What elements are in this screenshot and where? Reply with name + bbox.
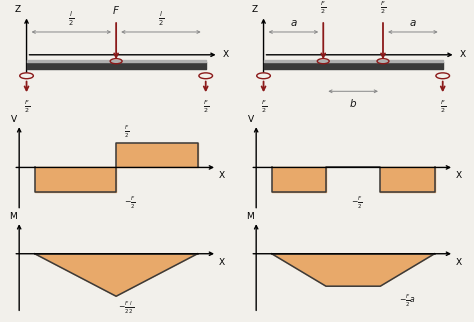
Text: $\frac{l}{2}$: $\frac{l}{2}$ bbox=[68, 10, 74, 28]
Text: $-\frac{F}{2}a$: $-\frac{F}{2}a$ bbox=[399, 292, 416, 308]
Polygon shape bbox=[272, 254, 435, 286]
Polygon shape bbox=[35, 254, 198, 296]
Text: Z: Z bbox=[15, 5, 21, 14]
Text: $b$: $b$ bbox=[349, 97, 357, 109]
Text: V: V bbox=[11, 115, 17, 124]
Text: $\frac{l}{2}$: $\frac{l}{2}$ bbox=[158, 10, 164, 28]
Text: X: X bbox=[456, 171, 462, 180]
Text: $a$: $a$ bbox=[290, 18, 297, 28]
Text: X: X bbox=[219, 258, 225, 267]
Text: $-\frac{F}{2}\frac{l}{2}$: $-\frac{F}{2}\frac{l}{2}$ bbox=[118, 300, 134, 316]
Text: $\frac{F}{2}$: $\frac{F}{2}$ bbox=[24, 99, 29, 115]
Text: $\frac{F}{2}$: $\frac{F}{2}$ bbox=[261, 99, 266, 115]
Text: $\frac{F}{2}$: $\frac{F}{2}$ bbox=[320, 0, 326, 16]
Text: V: V bbox=[248, 115, 254, 124]
Text: $\frac{F}{2}$: $\frac{F}{2}$ bbox=[440, 99, 446, 115]
Text: X: X bbox=[460, 50, 466, 59]
Text: $\frac{F}{2}$: $\frac{F}{2}$ bbox=[124, 124, 129, 140]
Text: $a$: $a$ bbox=[409, 18, 417, 28]
Text: $-\frac{F}{2}$: $-\frac{F}{2}$ bbox=[124, 195, 136, 211]
Text: X: X bbox=[223, 50, 229, 59]
Text: $F$: $F$ bbox=[112, 5, 120, 16]
Text: M: M bbox=[9, 212, 17, 221]
Text: X: X bbox=[219, 171, 225, 180]
Text: Z: Z bbox=[252, 5, 258, 14]
Text: M: M bbox=[246, 212, 254, 221]
Text: $-\frac{F}{2}$: $-\frac{F}{2}$ bbox=[351, 195, 363, 211]
Text: $\frac{F}{2}$: $\frac{F}{2}$ bbox=[203, 99, 209, 115]
Text: $\frac{F}{2}$: $\frac{F}{2}$ bbox=[380, 0, 386, 16]
Text: X: X bbox=[456, 258, 462, 267]
